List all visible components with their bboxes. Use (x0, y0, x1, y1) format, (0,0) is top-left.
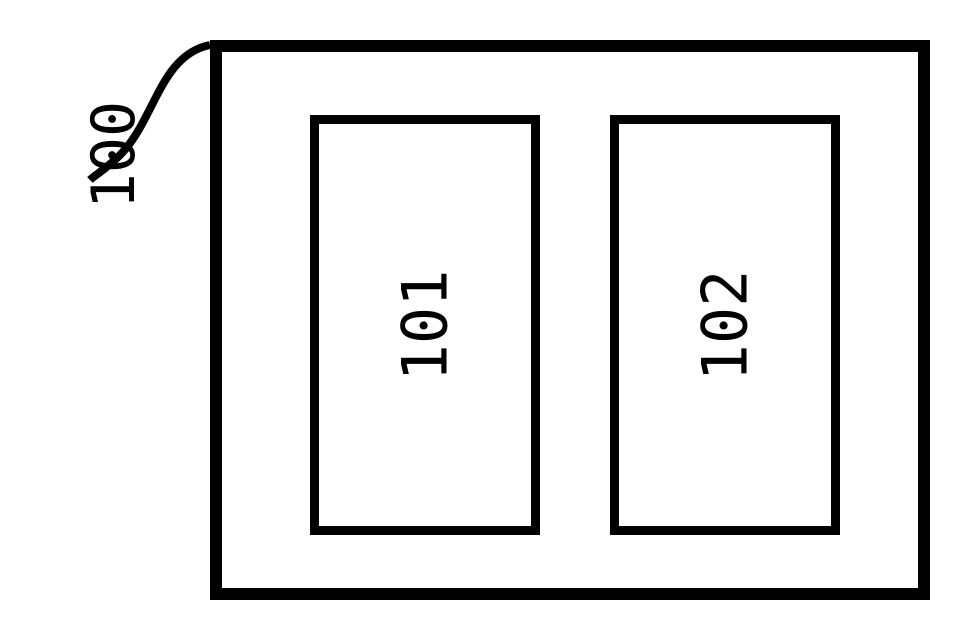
callout-label-100: 100 (79, 101, 149, 209)
callout-leader-svg (0, 0, 957, 625)
diagram-canvas: 101 102 100 (0, 0, 957, 625)
